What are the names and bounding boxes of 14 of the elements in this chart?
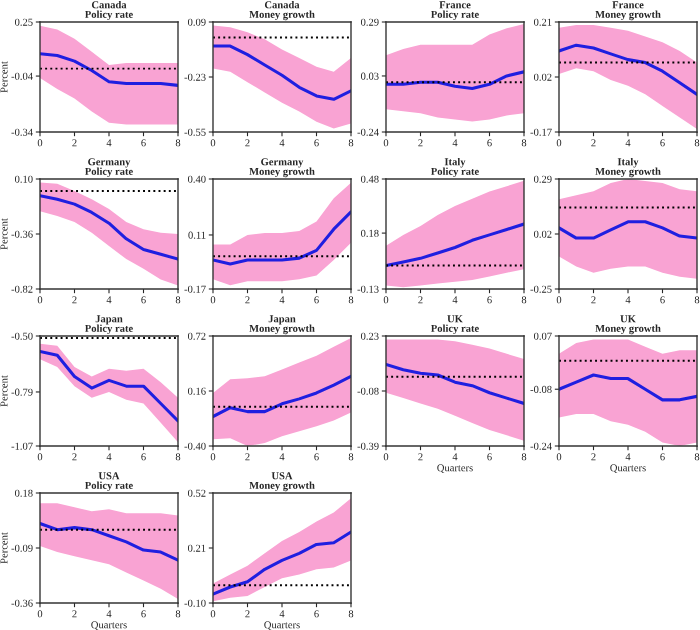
line-series <box>213 210 351 266</box>
line-series <box>40 52 178 87</box>
line-series <box>40 194 178 261</box>
line-series <box>40 522 178 562</box>
line-series <box>386 70 524 90</box>
line-series <box>213 374 351 419</box>
line-series <box>40 349 178 423</box>
line-series <box>386 362 524 405</box>
line-series <box>559 373 697 402</box>
line-series <box>559 43 697 96</box>
line-series <box>559 220 697 240</box>
line-series <box>386 222 524 268</box>
line-series <box>213 530 351 596</box>
line-series <box>213 44 351 101</box>
